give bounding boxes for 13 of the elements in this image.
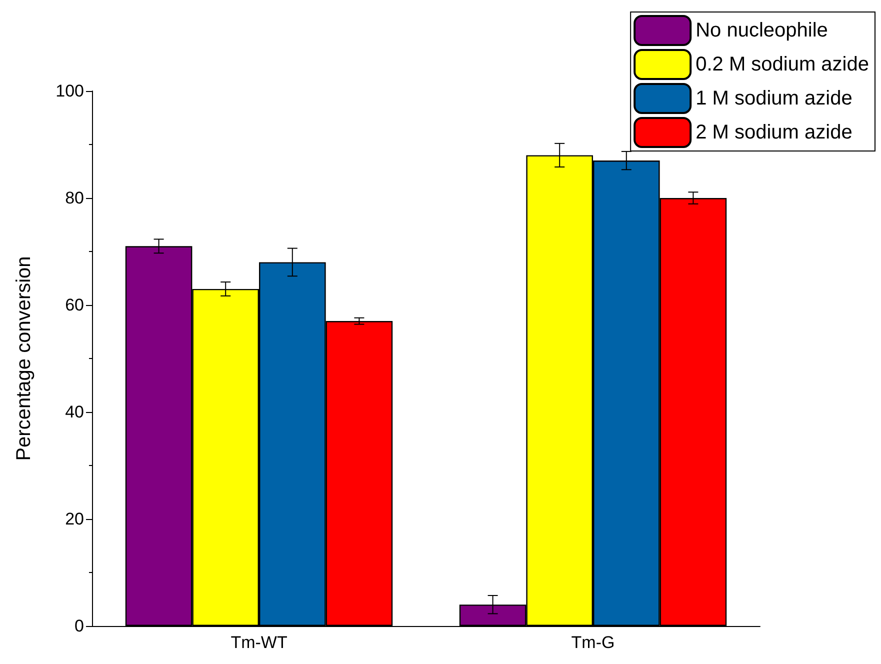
- y-axis-title: Percentage conversion: [13, 256, 35, 461]
- y-tick-label: 60: [65, 296, 84, 314]
- y-tick-label: 40: [65, 402, 84, 422]
- y-tick-label: 80: [65, 188, 84, 208]
- y-tick-label: 20: [65, 510, 84, 528]
- x-tick-label: Tm-G: [571, 633, 615, 652]
- legend-label: 0.2 M sodium azide: [696, 54, 870, 76]
- legend-label: No nucleophile: [696, 20, 828, 42]
- x-tick-label: Tm-WT: [230, 633, 288, 652]
- y-tick-label: 0: [74, 616, 84, 636]
- y-tick-label: 100: [56, 82, 84, 100]
- legend-label: 1 M sodium azide: [696, 88, 852, 110]
- legend-label: 2 M sodium azide: [696, 122, 852, 144]
